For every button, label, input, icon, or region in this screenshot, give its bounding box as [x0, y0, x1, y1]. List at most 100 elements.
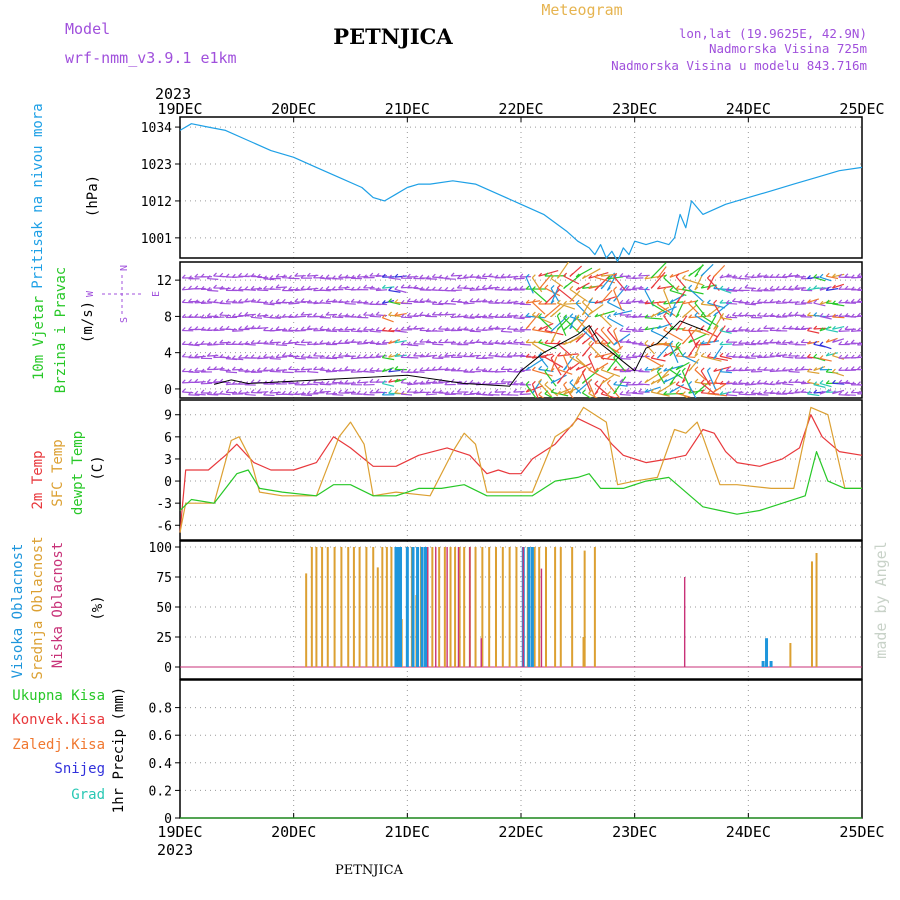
wind-barb-head	[725, 380, 730, 385]
wind-barb	[581, 329, 597, 343]
wind-barb-head	[313, 389, 317, 394]
wind-barb-head	[388, 274, 393, 279]
cloud-label-1: Visoka Oblacnost	[10, 544, 26, 679]
wind-barb-head	[306, 390, 311, 395]
wind-barb-head	[213, 272, 217, 277]
wind-barb-head	[244, 325, 249, 330]
high-cloud-bar	[761, 661, 765, 667]
wind-barb-head	[857, 341, 861, 346]
wind-barb	[357, 275, 369, 278]
high-cloud-bar	[527, 547, 531, 667]
wind-barb-head	[750, 389, 755, 394]
wind-barb-head	[375, 388, 380, 393]
wind-barb-head	[519, 367, 524, 372]
wind-barb-head	[800, 313, 805, 318]
wind-barb-head	[369, 378, 374, 383]
wind-barb-head	[832, 390, 836, 395]
wind-barb-head	[281, 390, 286, 395]
wind-barb-head	[344, 379, 349, 384]
wind-barb	[638, 344, 650, 347]
wind-barb	[276, 344, 288, 347]
wind-barb-head	[563, 314, 568, 319]
wind-barb-head	[619, 338, 624, 343]
wind-barb-head	[538, 300, 543, 305]
wind-barb	[426, 301, 438, 304]
wind-barb	[707, 393, 728, 397]
wind-barb-head	[281, 352, 286, 357]
wind-barb-head	[675, 273, 680, 278]
wind-barb-head	[369, 272, 374, 277]
wind-barb	[575, 357, 591, 371]
wind-barb-head	[363, 274, 367, 279]
wind-barb-head	[757, 312, 761, 317]
wind-barb-head	[706, 286, 711, 291]
wind-barb	[394, 288, 407, 294]
wind-barb-head	[325, 354, 330, 359]
wind-barb-head	[813, 389, 818, 394]
wind-barb	[619, 393, 631, 396]
wind-barb-head	[594, 354, 599, 358]
wind-barb-head	[438, 353, 443, 358]
wind-barb-head	[663, 367, 668, 372]
wind-barb-head	[625, 298, 630, 303]
wind-barb-head	[757, 272, 761, 277]
wind-barb-head	[681, 391, 686, 395]
wind-barb-head	[625, 339, 630, 343]
wind-barb-head	[444, 286, 449, 291]
wind-barb-head	[281, 274, 286, 279]
wind-barb-head	[494, 368, 499, 373]
wind-barb-head	[256, 273, 261, 278]
wind-barb-head	[544, 367, 549, 372]
wind-barb-head	[425, 366, 430, 371]
wind-barb-head	[206, 326, 211, 331]
wind-barb	[394, 354, 407, 357]
wind-barb-head	[656, 354, 661, 359]
wind-barb-head	[475, 366, 480, 371]
wind-barb-head	[669, 299, 674, 304]
wind-barb-head	[713, 285, 718, 289]
wind-barb-head	[688, 339, 693, 344]
wind-barb	[819, 276, 832, 282]
wind-barb-head	[675, 313, 680, 318]
wind-barb-head	[219, 339, 224, 344]
wind-barb	[763, 314, 775, 317]
wind-label-2: Brzina i Pravac	[53, 267, 69, 393]
wind-barb	[388, 301, 401, 306]
mid-cloud-bar	[582, 637, 585, 667]
wind-barb	[738, 342, 750, 345]
wind-barb	[382, 286, 395, 289]
wind-barb-head	[775, 299, 780, 304]
wind-barb-head	[857, 365, 861, 370]
wind-barb-head	[850, 339, 855, 344]
wind-barb-head	[825, 299, 830, 304]
ytick-label: 1001	[141, 232, 172, 247]
wind-barb-head	[456, 388, 461, 393]
wind-barb-head	[294, 340, 299, 345]
wind-barb	[581, 301, 594, 313]
wind-barb-head	[563, 285, 568, 289]
wind-barb-head	[188, 378, 192, 383]
wind-barb-head	[625, 353, 630, 358]
wind-barb	[344, 302, 356, 305]
wind-barb	[694, 274, 703, 291]
wind-barb-head	[782, 285, 786, 290]
wind-barb	[632, 392, 644, 395]
wind-barb	[663, 315, 673, 329]
wind-barb-head	[400, 390, 405, 395]
wind-barb	[832, 371, 845, 377]
wind-barb-head	[450, 327, 455, 332]
wind-barb-head	[544, 314, 549, 319]
wind-barb	[588, 369, 609, 381]
wind-barb-head	[413, 325, 418, 330]
wind-barb-head	[506, 367, 511, 372]
wind-barb-head	[413, 284, 418, 289]
wind-barb-head	[725, 313, 730, 318]
wind-barb-head	[794, 366, 799, 371]
wind-barb-head	[575, 338, 580, 343]
wind-barb-head	[250, 285, 255, 290]
wind-barb-head	[681, 314, 686, 319]
wind-barb-head	[706, 379, 711, 384]
mid-cloud-bar	[538, 547, 541, 667]
wind-barb	[207, 354, 219, 357]
wind-barb	[706, 326, 719, 344]
